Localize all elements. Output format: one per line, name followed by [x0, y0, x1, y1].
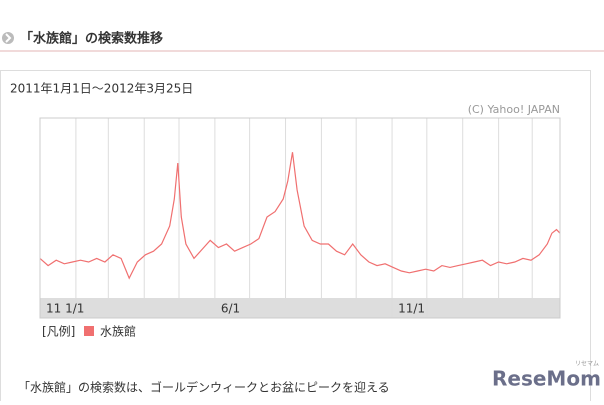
- chart-subtitle: 2011年1月1日～2012年3月25日: [10, 82, 193, 96]
- legend-swatch: [84, 326, 94, 336]
- legend-label: 水族館: [100, 324, 136, 339]
- logo-kana: リセマム: [575, 361, 599, 368]
- x-axis-band: [40, 298, 560, 318]
- x-tick-label: 6/1: [221, 302, 240, 316]
- logo: ReseMom: [492, 367, 601, 391]
- plot-border: [39, 117, 561, 319]
- x-tick-label: 11/1: [398, 302, 425, 316]
- bullet-arrow: [5, 33, 12, 43]
- legend: 水族館: [84, 324, 136, 339]
- caption: 「水族館」の検索数は、ゴールデンウィークとお盆にピークを迎える: [18, 380, 390, 395]
- x-tick-label: 11 1/1: [46, 302, 84, 316]
- chart-box: [0, 70, 591, 405]
- plot: 11 1/1 6/1 11/1: [39, 118, 561, 318]
- legend-title: [凡例]: [42, 325, 75, 339]
- bullet-icon: [2, 32, 14, 44]
- header-title: 「水族館」の検索数推移: [20, 31, 163, 47]
- chart-source: (C) Yahoo! JAPAN: [468, 103, 560, 116]
- series-line: [39, 152, 561, 280]
